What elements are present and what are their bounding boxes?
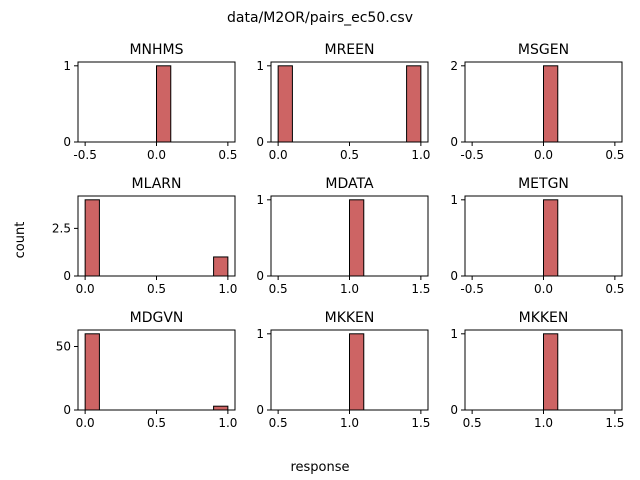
y-tick-label: 0 bbox=[63, 403, 71, 417]
histogram-bar bbox=[543, 65, 559, 143]
y-tick-label: 50 bbox=[56, 340, 71, 354]
subplot: MDGVN 0.0 0.5 1.0 0 50 bbox=[56, 310, 238, 430]
x-tick-label: 1.0 bbox=[340, 416, 359, 430]
x-tick-label: 1.0 bbox=[411, 148, 430, 162]
x-tick-label: 0.5 bbox=[463, 416, 482, 430]
y-tick-label: 1 bbox=[450, 327, 458, 341]
y-tick-label: 0 bbox=[63, 135, 71, 149]
x-tick-label: 0.0 bbox=[147, 148, 166, 162]
y-tick-label: 0 bbox=[450, 403, 458, 417]
y-tick-label: 0 bbox=[256, 269, 264, 283]
subplot: MKKEN 0.5 1.0 1.5 0 1 bbox=[256, 310, 430, 430]
x-tick-label: 1.5 bbox=[605, 416, 624, 430]
y-tick-label: 1 bbox=[450, 193, 458, 207]
x-tick-label: 0.0 bbox=[534, 282, 553, 296]
y-tick-label: 1 bbox=[256, 193, 264, 207]
y-tick-label: 0 bbox=[256, 403, 264, 417]
histogram-bar bbox=[406, 65, 422, 143]
y-tick-label: 1 bbox=[256, 59, 264, 73]
subplot-title: MSGEN bbox=[518, 42, 569, 58]
subplot: METGN -0.5 0.0 0.5 0 1 bbox=[450, 176, 624, 296]
x-tick-label: 1.0 bbox=[340, 282, 359, 296]
y-tick-label: 0 bbox=[256, 135, 264, 149]
plot-frame bbox=[77, 329, 236, 411]
x-tick-label: 0.5 bbox=[269, 416, 288, 430]
x-tick-label: 0.5 bbox=[269, 282, 288, 296]
histogram-bar bbox=[213, 405, 229, 411]
y-tick-label: 1 bbox=[256, 327, 264, 341]
y-tick-label: 1 bbox=[63, 59, 71, 73]
x-tick-label: 0.0 bbox=[76, 416, 95, 430]
figure-title: data/M2OR/pairs_ec50.csv bbox=[227, 10, 413, 26]
histogram-bar bbox=[543, 199, 559, 277]
x-tick-label: 0.5 bbox=[218, 148, 237, 162]
histogram-bar bbox=[84, 333, 100, 411]
subplot-title: METGN bbox=[518, 176, 569, 192]
subplot: MNHMS -0.5 0.0 0.5 0 1 bbox=[63, 42, 237, 162]
plot-frame bbox=[77, 195, 236, 277]
x-tick-label: 1.5 bbox=[411, 416, 430, 430]
subplot-title: MKKEN bbox=[519, 310, 569, 326]
x-tick-label: 0.5 bbox=[147, 282, 166, 296]
subplot-title: MKKEN bbox=[325, 310, 375, 326]
histogram-bar bbox=[277, 65, 293, 143]
x-tick-label: -0.5 bbox=[73, 148, 96, 162]
y-tick-label: 0 bbox=[450, 135, 458, 149]
subplot-title: MNHMS bbox=[129, 42, 183, 58]
histogram-bar bbox=[543, 333, 559, 411]
y-axis-label: count bbox=[13, 222, 28, 259]
x-tick-label: 0.0 bbox=[269, 148, 288, 162]
subplot: MLARN 0.0 0.5 1.0 0 2.5 bbox=[52, 176, 238, 296]
x-tick-label: 0.5 bbox=[340, 148, 359, 162]
x-tick-label: -0.5 bbox=[460, 282, 483, 296]
y-tick-label: 0 bbox=[450, 269, 458, 283]
histogram-bar bbox=[213, 256, 229, 277]
y-tick-label: 2 bbox=[450, 59, 458, 73]
histogram-bar bbox=[349, 199, 365, 277]
x-tick-label: 0.5 bbox=[605, 282, 624, 296]
subplot: MSGEN -0.5 0.0 0.5 0 2 bbox=[450, 42, 624, 162]
x-tick-label: 1.0 bbox=[218, 416, 237, 430]
x-tick-label: 0.5 bbox=[605, 148, 624, 162]
plot-frame bbox=[270, 61, 429, 143]
histogram-bar bbox=[84, 199, 100, 277]
histogram-bar bbox=[156, 65, 172, 143]
subplot-title: MLARN bbox=[132, 176, 182, 192]
x-tick-label: 0.0 bbox=[76, 282, 95, 296]
subplot-grid: MNHMS -0.5 0.0 0.5 0 1 MREEN 0.0 0.5 1.0 0 1 MSGEN -0… bbox=[52, 42, 625, 430]
subplot: MKKEN 0.5 1.0 1.5 0 1 bbox=[450, 310, 624, 430]
subplot: MDATA 0.5 1.0 1.5 0 1 bbox=[256, 176, 430, 296]
subplot-title: MDATA bbox=[325, 176, 374, 192]
subplot: MREEN 0.0 0.5 1.0 0 1 bbox=[256, 42, 430, 162]
x-axis-label: response bbox=[290, 460, 349, 475]
subplot-title: MDGVN bbox=[130, 310, 184, 326]
x-tick-label: 0.0 bbox=[534, 148, 553, 162]
y-tick-label: 0 bbox=[63, 269, 71, 283]
x-tick-label: 0.5 bbox=[147, 416, 166, 430]
subplot-title: MREEN bbox=[325, 42, 375, 58]
histogram-bar bbox=[349, 333, 365, 411]
x-tick-label: 1.0 bbox=[534, 416, 553, 430]
x-tick-label: 1.0 bbox=[218, 282, 237, 296]
x-tick-label: 1.5 bbox=[411, 282, 430, 296]
y-tick-label: 2.5 bbox=[52, 221, 71, 235]
x-tick-label: -0.5 bbox=[460, 148, 483, 162]
